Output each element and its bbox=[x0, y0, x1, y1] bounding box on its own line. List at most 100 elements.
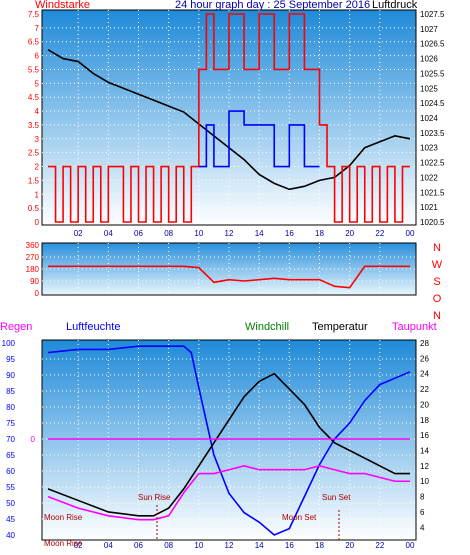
left-tick-label: 70 bbox=[6, 435, 15, 444]
compass-label: N bbox=[433, 310, 441, 322]
rain-zero-label: 0 bbox=[31, 435, 36, 444]
right-tick-label: 12 bbox=[420, 462, 429, 471]
left-tick-label: 3.5 bbox=[28, 121, 40, 130]
right-tick-label: 16 bbox=[420, 431, 429, 440]
annotation-label: Moon Rise bbox=[44, 539, 83, 548]
x-tick-label: 00 bbox=[406, 541, 415, 550]
top-left-axis-label: Windstarke bbox=[35, 0, 90, 11]
right-tick-label: 1025 bbox=[420, 84, 438, 93]
compass-label: O bbox=[433, 293, 442, 305]
right-tick-label: 1022.5 bbox=[420, 159, 445, 168]
left-tick-label: 75 bbox=[6, 419, 15, 428]
x-tick-label: 00 bbox=[406, 229, 415, 238]
x-tick-label: 20 bbox=[345, 229, 354, 238]
annotation-label: Sun Set bbox=[322, 493, 351, 502]
x-tick-label: 10 bbox=[194, 541, 203, 550]
x-tick-label: 12 bbox=[225, 541, 234, 550]
right-tick-label: 8 bbox=[420, 493, 425, 502]
x-tick-label: 16 bbox=[285, 541, 294, 550]
temperature-line bbox=[47, 372, 410, 517]
left-tick-label: 2 bbox=[35, 163, 40, 172]
left-tick-label: 80 bbox=[6, 403, 15, 412]
x-tick-label: 06 bbox=[134, 541, 143, 550]
compass-label: N bbox=[433, 242, 441, 254]
left-tick-label: 40 bbox=[6, 531, 15, 540]
right-tick-label: 1023.5 bbox=[420, 129, 445, 138]
right-tick-label: 1025.5 bbox=[420, 69, 445, 78]
direction-tick-label: 270 bbox=[26, 253, 40, 262]
right-tick-label: 1020.5 bbox=[420, 218, 445, 227]
right-tick-label: 1022 bbox=[420, 173, 438, 182]
right-tick-label: 1021 bbox=[420, 203, 438, 212]
legend-item: Taupunkt bbox=[392, 321, 437, 333]
left-tick-label: 6 bbox=[35, 52, 40, 61]
top-series bbox=[47, 13, 411, 223]
left-tick-label: 5 bbox=[35, 79, 40, 88]
left-tick-label: 90 bbox=[6, 371, 15, 380]
bottom-legend: Regen Luftfeuchte Windchill Temperatur Taupu… bbox=[0, 321, 437, 333]
direction-tick-label: 360 bbox=[26, 241, 40, 250]
right-tick-label: 26 bbox=[420, 354, 429, 363]
bottom-series bbox=[47, 345, 411, 536]
x-tick-label: 08 bbox=[164, 541, 173, 550]
left-tick-label: 7 bbox=[35, 24, 40, 33]
x-tick-label: 02 bbox=[74, 229, 83, 238]
right-tick-label: 10 bbox=[420, 477, 429, 486]
right-tick-label: 1026.5 bbox=[420, 40, 445, 49]
bottom-grid bbox=[42, 340, 416, 540]
annotation-label: Moon Set bbox=[282, 513, 317, 522]
x-tick-label: 12 bbox=[225, 229, 234, 238]
right-tick-label: 1024.5 bbox=[420, 99, 445, 108]
humidity-line bbox=[47, 345, 411, 536]
legend-item: Luftfeuchte bbox=[66, 321, 120, 333]
left-tick-label: 5.5 bbox=[28, 65, 40, 74]
legend-item: Temperatur bbox=[312, 321, 368, 333]
left-tick-label: 45 bbox=[6, 515, 15, 524]
right-tick-label: 14 bbox=[420, 447, 429, 456]
x-tick-label: 04 bbox=[104, 541, 113, 550]
bottom-ticks: 4045505560657075808590951000468101214161… bbox=[2, 339, 430, 550]
wind-direction-line bbox=[48, 265, 410, 289]
compass-label: W bbox=[432, 259, 443, 271]
left-tick-label: 0 bbox=[35, 218, 40, 227]
x-tick-label: 06 bbox=[134, 229, 143, 238]
right-tick-label: 24 bbox=[420, 370, 429, 379]
x-tick-label: 10 bbox=[194, 229, 203, 238]
left-tick-label: 6.5 bbox=[28, 38, 40, 47]
right-tick-label: 4 bbox=[420, 523, 425, 532]
left-tick-label: 4 bbox=[35, 107, 40, 116]
wind-gust-line bbox=[48, 13, 410, 223]
annotation-label: Moon Rise bbox=[44, 513, 83, 522]
x-tick-label: 14 bbox=[255, 229, 264, 238]
x-tick-label: 18 bbox=[315, 541, 324, 550]
direction-series bbox=[48, 265, 410, 289]
left-tick-label: 3 bbox=[35, 135, 40, 144]
right-tick-label: 1027.5 bbox=[420, 10, 445, 19]
dewpoint-line bbox=[47, 465, 410, 521]
direction-grid bbox=[42, 243, 416, 295]
bottom-annotations: Sun Rise Sun Set Moon Rise Moon Set Moon Ris… bbox=[44, 493, 351, 548]
direction-tick-label: 90 bbox=[30, 277, 39, 286]
legend-item: Regen bbox=[0, 321, 32, 333]
left-tick-label: 55 bbox=[6, 483, 15, 492]
left-tick-label: 65 bbox=[6, 451, 15, 460]
right-tick-label: 1027 bbox=[420, 25, 438, 34]
x-tick-label: 04 bbox=[104, 229, 113, 238]
left-tick-label: 50 bbox=[6, 499, 15, 508]
left-tick-label: 85 bbox=[6, 387, 15, 396]
left-tick-label: 7.5 bbox=[28, 10, 40, 19]
right-tick-label: 18 bbox=[420, 416, 429, 425]
direction-tick-label: 180 bbox=[26, 265, 40, 274]
top-ticks: 0 0.5 1 1.5 2 2.5 3 3.5 4 4.5 5 5.5 6 6.5 7 7.5 1020.5 10… bbox=[28, 10, 445, 238]
legend-item: Windchill bbox=[245, 321, 289, 333]
left-tick-label: 60 bbox=[6, 467, 15, 476]
left-tick-label: 100 bbox=[2, 339, 16, 348]
left-tick-label: 1.5 bbox=[28, 176, 40, 185]
x-tick-label: 14 bbox=[255, 541, 264, 550]
right-tick-label: 20 bbox=[420, 400, 429, 409]
left-tick-label: 4.5 bbox=[28, 93, 40, 102]
x-tick-label: 22 bbox=[375, 541, 384, 550]
direction-tick-label: 0 bbox=[35, 289, 40, 298]
right-tick-label: 1021.5 bbox=[420, 188, 445, 197]
